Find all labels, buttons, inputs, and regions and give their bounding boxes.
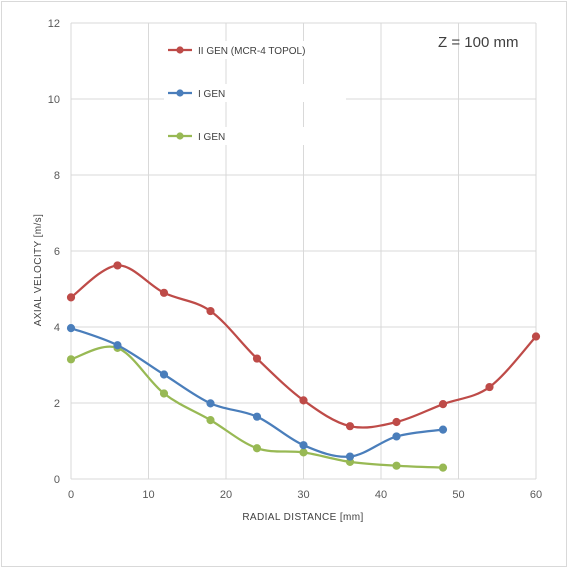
- series-1-point: [345, 422, 355, 431]
- x-tick-label: 30: [297, 489, 309, 501]
- x-tick-label: 0: [68, 489, 74, 501]
- x-tick-label: 50: [452, 489, 464, 501]
- legend-entry: I GEN: [164, 84, 346, 102]
- y-tick-label: 4: [54, 322, 60, 334]
- legend: II GEN (MCR-4 TOPOL) I GEN I GEN: [164, 41, 346, 145]
- series-2: [66, 324, 448, 461]
- series-3-point: [159, 389, 169, 398]
- series-3-point: [66, 355, 76, 364]
- legend-label: I GEN: [198, 132, 225, 143]
- legend-entry: II GEN (MCR-4 TOPOL): [164, 41, 346, 59]
- series-2-point: [252, 412, 262, 421]
- series-1-point: [485, 382, 494, 392]
- x-axis-title: RADIAL DISTANCE [mm]: [242, 512, 363, 523]
- series-2-line: [70, 327, 444, 458]
- series-2-point: [206, 399, 215, 408]
- legend-entry-bg: [164, 84, 346, 102]
- series-2-point: [66, 324, 76, 333]
- series-1-point: [252, 354, 262, 363]
- legend-marker: [176, 46, 184, 54]
- series-2-point: [113, 341, 122, 350]
- series-3-point: [299, 448, 308, 457]
- x-tick-label: 60: [530, 489, 542, 501]
- series-2-point: [345, 452, 355, 461]
- series-layer: [66, 261, 541, 472]
- legend-entry-bg: [164, 127, 346, 145]
- series-1-point: [159, 288, 169, 297]
- series-1: [66, 261, 541, 431]
- series-1-point: [299, 396, 308, 405]
- series-2-point: [299, 441, 308, 450]
- series-1-point: [66, 293, 76, 302]
- series-1-point: [438, 400, 448, 409]
- legend-label: II GEN (MCR-4 TOPOL): [198, 46, 305, 57]
- series-2-point: [159, 370, 169, 379]
- y-tick-label: 8: [54, 170, 60, 182]
- series-1-point: [531, 332, 541, 341]
- legend-entry: I GEN: [164, 127, 346, 145]
- series-3-point: [252, 444, 262, 453]
- series-3-point: [206, 416, 215, 425]
- y-tick-label: 0: [54, 474, 60, 486]
- y-tick-label: 2: [54, 398, 60, 410]
- legend-label: I GEN: [198, 89, 225, 100]
- series-2-point: [438, 425, 448, 434]
- legend-marker: [176, 89, 184, 97]
- x-tick-label: 40: [375, 489, 387, 501]
- y-axis-title: AXIAL VELOCITY [m/s]: [33, 214, 44, 326]
- y-tick-label: 6: [54, 246, 60, 258]
- y-tick-labels: 0 2 4 6 8 10 12: [48, 18, 60, 486]
- legend-entry-bg: [164, 41, 346, 59]
- legend-marker: [176, 132, 184, 140]
- x-tick-label: 20: [220, 489, 232, 501]
- y-tick-label: 12: [48, 18, 60, 30]
- series-1-point: [392, 417, 401, 427]
- series-3-point: [438, 463, 448, 472]
- series-3-point: [392, 461, 401, 470]
- x-tick-labels: 0 10 20 30 40 50 60: [68, 489, 542, 501]
- series-2-point: [392, 432, 401, 441]
- series-3: [66, 343, 448, 472]
- annotation: Z = 100 mm: [438, 34, 518, 51]
- x-tick-label: 10: [142, 489, 154, 501]
- series-1-point: [206, 306, 215, 316]
- y-tick-label: 10: [48, 94, 60, 106]
- series-1-point: [113, 261, 122, 270]
